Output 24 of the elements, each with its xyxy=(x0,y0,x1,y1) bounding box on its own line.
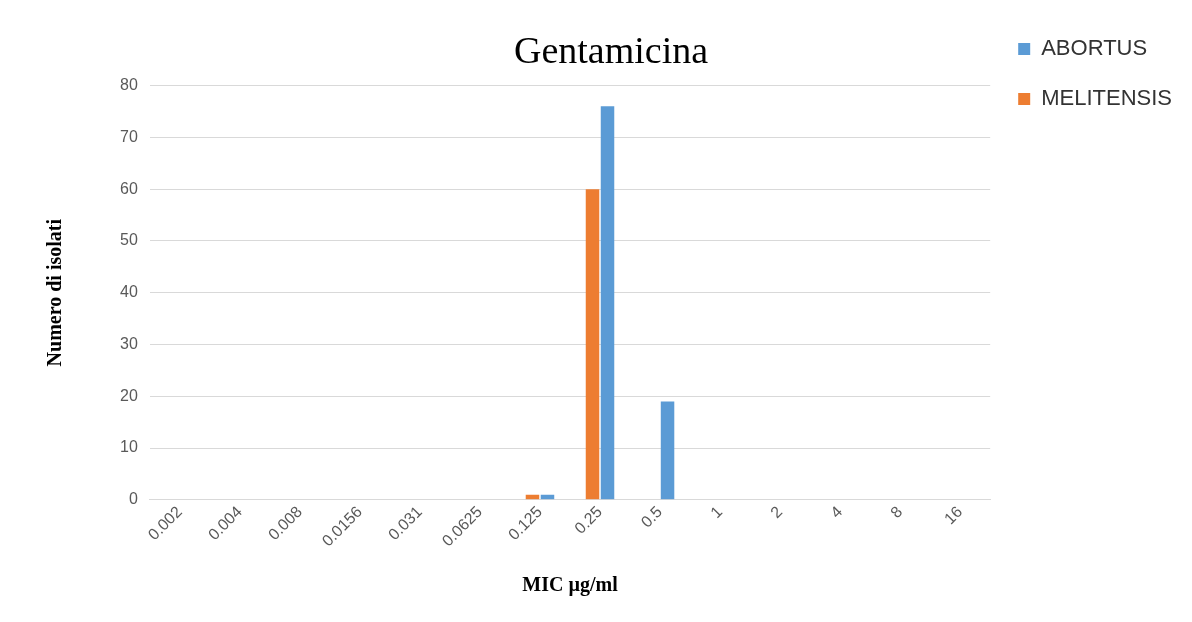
x-tick-label: 8 xyxy=(887,502,906,522)
legend-label: ABORTUS xyxy=(1041,35,1148,61)
bar xyxy=(585,189,600,500)
bar xyxy=(600,106,615,500)
x-tick-label: 0.5 xyxy=(637,502,666,531)
y-tick-label: 70 xyxy=(120,127,138,145)
y-tick-label: 50 xyxy=(120,231,138,249)
y-tick-label: 10 xyxy=(120,438,138,456)
x-axis-title: MIC µg/ml xyxy=(522,573,619,597)
x-tick-label: 1 xyxy=(706,502,726,522)
y-tick-label: 0 xyxy=(128,490,138,508)
y-tick-label: 30 xyxy=(120,334,138,352)
bar xyxy=(660,401,675,500)
x-tick-label: 16 xyxy=(940,502,966,528)
y-tick-label: 80 xyxy=(120,76,138,94)
y-tick-label: 60 xyxy=(120,179,138,197)
legend-label: MELITENSIS xyxy=(1041,85,1172,111)
y-axis-title: Numero di isolati xyxy=(43,218,66,367)
y-tick-label: 20 xyxy=(120,386,138,404)
x-tick-label: 4 xyxy=(827,502,846,522)
chart-title: Gentamicina xyxy=(513,28,709,71)
x-tick-label: 0.25 xyxy=(571,502,606,537)
x-tick-label: 2 xyxy=(767,502,786,522)
y-tick-label: 40 xyxy=(120,283,138,301)
